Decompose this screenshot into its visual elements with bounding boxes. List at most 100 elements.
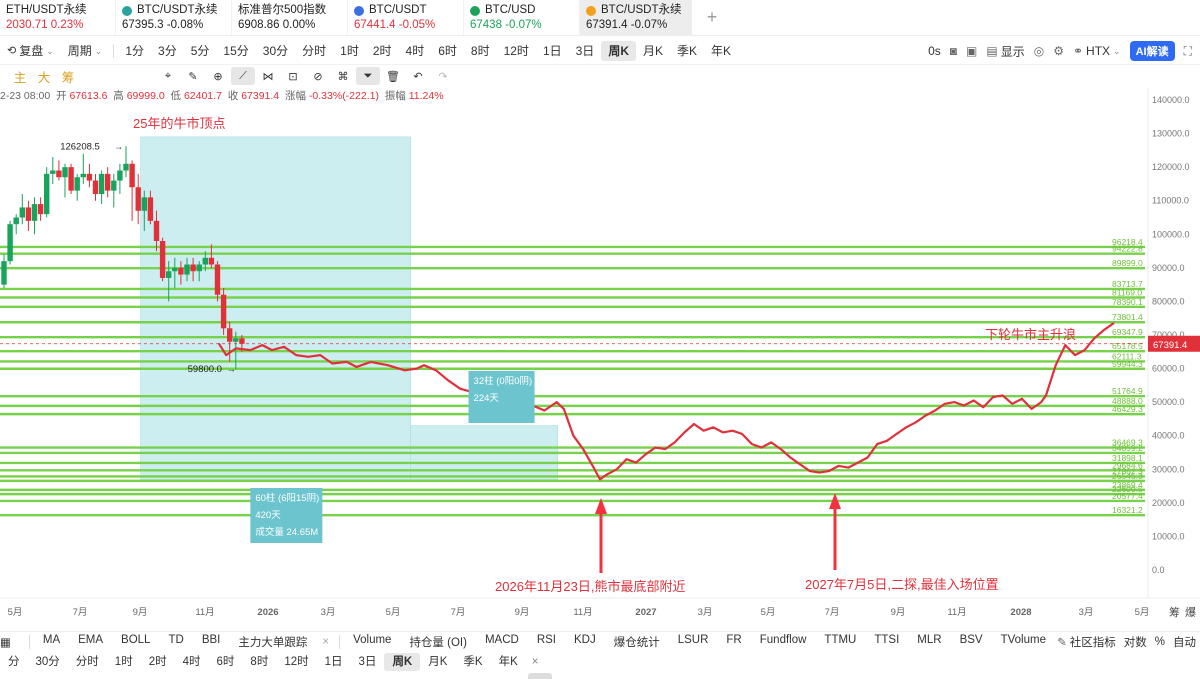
candle-body[interactable] [178, 267, 184, 275]
candle-body[interactable] [105, 173, 111, 191]
candle-body[interactable] [214, 264, 221, 295]
pen-tool-icon[interactable]: ✎ [188, 70, 198, 83]
sub-indicator-option[interactable]: FR [726, 633, 742, 646]
gear-icon[interactable]: ⚙ [1053, 44, 1064, 58]
candle-body[interactable] [92, 180, 99, 194]
period-option[interactable]: 周K [601, 40, 636, 61]
period-option[interactable]: 月K [642, 43, 663, 58]
ticker-tab[interactable]: BTC/USD 67438 -0.07% [464, 0, 580, 35]
ticker-tab[interactable]: BTC/USDT永续 67395.3 -0.08% [116, 0, 232, 35]
candle-body[interactable] [239, 338, 245, 344]
indicator-marker[interactable]: 主 [13, 70, 27, 85]
log-scale-toggle[interactable]: 对数 [1123, 637, 1147, 649]
main-indicator-option[interactable]: BOLL [121, 633, 151, 646]
candle-body[interactable] [220, 294, 227, 329]
period-option[interactable]: 分时 [75, 656, 99, 668]
period-option[interactable]: 3日 [358, 656, 377, 668]
period-option[interactable]: 1时 [114, 656, 133, 668]
close-icon[interactable]: × [531, 656, 539, 668]
candle-body[interactable] [1, 261, 7, 285]
exchange-select[interactable]: ⚭ HTX ⌄ [1072, 44, 1121, 58]
candle-body[interactable] [50, 170, 56, 174]
period-option[interactable]: 分时 [302, 43, 327, 58]
fullscreen-icon[interactable]: ⛶ [1183, 43, 1192, 58]
zoom-tool-icon[interactable]: ⊕ [213, 70, 223, 83]
candle-body[interactable] [196, 264, 202, 272]
candle-body[interactable] [31, 204, 38, 221]
sub-indicator-option[interactable]: KDJ [573, 633, 596, 646]
sub-indicator-option[interactable]: TTMU [824, 633, 857, 646]
indicator-marker[interactable]: 大 [37, 70, 51, 85]
period-option[interactable]: 1分 [125, 43, 145, 58]
settings-icon[interactable]: ◎ [1033, 44, 1045, 58]
candle-body[interactable] [13, 217, 19, 225]
candle-body[interactable] [184, 264, 190, 275]
candle-body[interactable] [141, 197, 147, 211]
display-button[interactable]: ▤ 显示 [986, 44, 1025, 59]
delete-tool-icon[interactable]: 🗑 [386, 70, 400, 83]
filter-tool-icon[interactable]: ⏷ [356, 67, 380, 85]
period-option[interactable]: 季K [677, 43, 698, 58]
ticker-tab[interactable]: BTC/USDT永续 67391.4 -0.07% [580, 0, 692, 35]
period-option[interactable]: 季K [463, 656, 483, 668]
candle-body[interactable] [111, 180, 117, 191]
projected-price-path[interactable] [218, 322, 1115, 481]
period-option[interactable]: 4时 [405, 43, 425, 58]
sub-indicator-option[interactable]: Fundflow [759, 633, 807, 646]
candle-body[interactable] [123, 163, 129, 171]
candle-body[interactable] [172, 267, 178, 272]
candle-body[interactable] [117, 170, 123, 181]
sub-indicator-option[interactable]: TVolume [1000, 633, 1046, 646]
period-option[interactable]: 3分 [158, 43, 177, 58]
period-option[interactable]: 8时 [470, 43, 490, 58]
sub-indicator-option[interactable]: 持仓量 (OI) [409, 636, 467, 649]
candle-body[interactable] [153, 220, 160, 241]
period-option[interactable]: 12时 [284, 656, 309, 668]
range-box-bear[interactable] [140, 136, 411, 480]
candle-body[interactable] [190, 264, 196, 272]
image-icon[interactable]: ▣ [966, 44, 978, 58]
ticker-tab[interactable]: 标准普尔500指数 6908.86 0.00% [232, 0, 348, 35]
seconds-label[interactable]: 0s [928, 44, 941, 58]
sub-indicator-option[interactable]: Volume [353, 633, 392, 646]
period-option[interactable]: 年K [711, 43, 732, 58]
main-indicator-option[interactable]: MA [42, 633, 61, 646]
lock-tool-icon[interactable]: ⊡ [288, 70, 298, 83]
sub-indicator-option[interactable]: 爆仓统计 [613, 636, 660, 649]
chip-distribution-toggle[interactable]: 筹 [1169, 605, 1180, 619]
period-option[interactable]: 1时 [340, 43, 359, 58]
brush-tool-icon[interactable]: ⟋ [231, 67, 255, 85]
sub-indicator-option[interactable]: RSI [536, 633, 556, 646]
period-option[interactable]: 1日 [324, 656, 343, 668]
period-option[interactable]: 8时 [250, 656, 269, 668]
main-indicator-option[interactable]: BBI [201, 633, 221, 646]
period-option[interactable]: 15分 [223, 43, 249, 58]
period-option[interactable]: 分 [8, 656, 20, 668]
main-indicator-option[interactable]: 主力大单跟踪 [238, 636, 308, 649]
candle-body[interactable] [62, 167, 68, 178]
ai-analysis-button[interactable]: AI解读 [1129, 41, 1175, 61]
main-indicator-option[interactable]: EMA [78, 633, 104, 646]
candle-body[interactable] [44, 173, 50, 215]
candle-body[interactable] [98, 173, 105, 194]
period-option[interactable]: 2时 [372, 43, 392, 58]
candle-body[interactable] [56, 170, 62, 178]
candle-body[interactable] [19, 207, 25, 218]
candle-body[interactable] [233, 338, 239, 342]
candle-body[interactable] [147, 197, 154, 221]
candle-body[interactable] [80, 173, 86, 178]
period-option[interactable]: 年K [498, 656, 518, 668]
redo-icon[interactable]: ↷ [438, 70, 448, 83]
candle-body[interactable] [202, 257, 208, 265]
candle-body[interactable] [74, 177, 80, 191]
ticker-tab[interactable]: BTC/USDT 67441.4 -0.05% [348, 0, 464, 35]
panel-resize-handle[interactable] [528, 673, 552, 679]
period-option[interactable]: 30分 [262, 43, 289, 58]
pattern-tool-icon[interactable]: ⋈ [262, 70, 274, 83]
sub-indicator-option[interactable]: LSUR [677, 633, 709, 646]
period-option[interactable]: 12时 [503, 43, 529, 58]
measure-tool-icon[interactable]: ⊘ [313, 70, 323, 83]
candle-body[interactable] [159, 241, 166, 278]
period-option[interactable]: 30分 [35, 656, 60, 668]
